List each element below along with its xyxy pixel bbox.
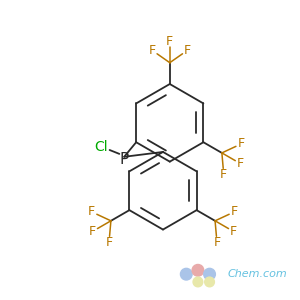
Text: F: F (237, 157, 244, 170)
Circle shape (204, 268, 215, 280)
Circle shape (205, 277, 214, 287)
Text: F: F (88, 205, 95, 218)
Text: F: F (213, 236, 220, 249)
Text: F: F (220, 168, 227, 181)
Text: Cl: Cl (94, 140, 108, 154)
Text: F: F (184, 44, 191, 57)
Circle shape (193, 277, 203, 287)
Circle shape (181, 268, 192, 280)
Text: F: F (238, 137, 245, 150)
Text: F: F (149, 44, 156, 57)
Text: Chem.com: Chem.com (228, 269, 288, 279)
Text: F: F (106, 236, 112, 249)
Text: P: P (120, 152, 129, 167)
Text: F: F (166, 35, 173, 48)
Text: F: F (230, 225, 237, 238)
Circle shape (192, 265, 204, 276)
Text: F: F (231, 205, 238, 218)
Text: F: F (89, 225, 96, 238)
